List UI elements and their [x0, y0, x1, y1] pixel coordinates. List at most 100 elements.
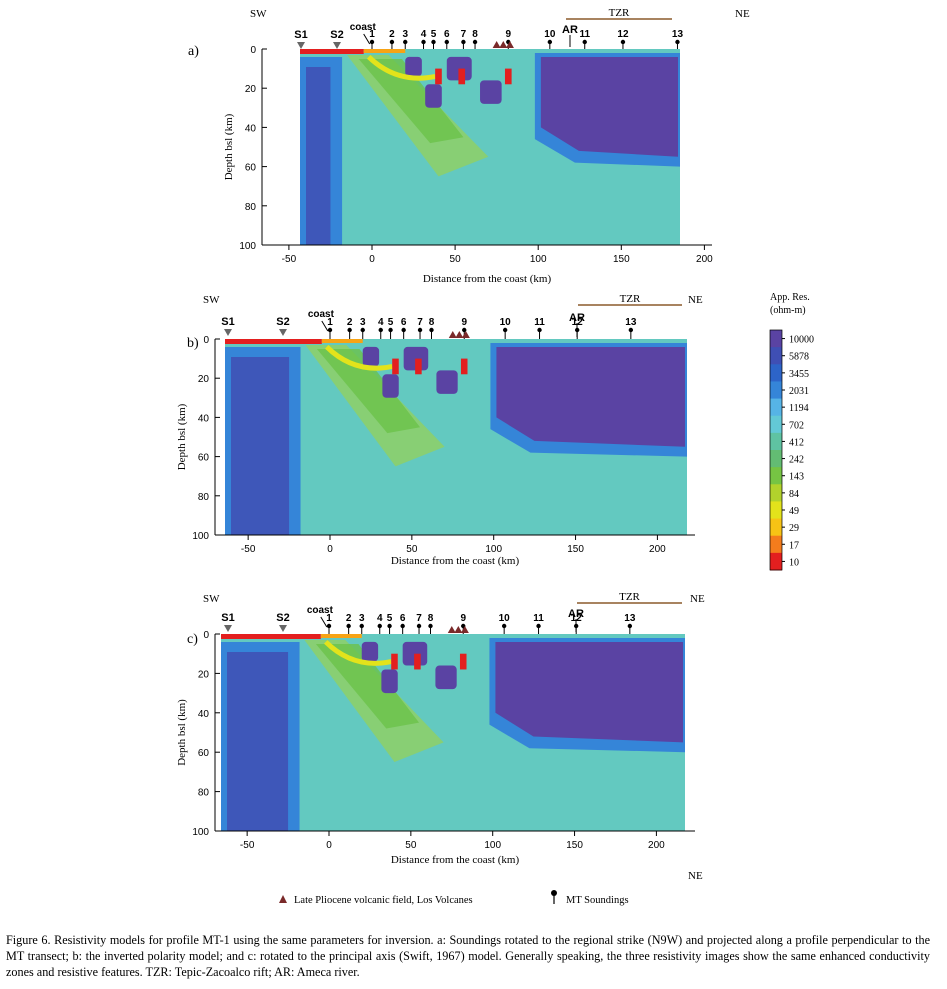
resistive-pocket-2	[425, 84, 442, 108]
s-label: S1	[294, 29, 307, 41]
ar-label: AR	[568, 608, 584, 620]
x-tick-label: 100	[484, 840, 501, 851]
station-label: 8	[428, 613, 434, 624]
colorbar-swatch	[770, 518, 782, 537]
x-tick-label: 100	[485, 544, 502, 555]
station-label: 1	[369, 29, 375, 40]
ar-label: AR	[562, 24, 578, 36]
colorbar-label: 29	[789, 523, 799, 534]
volcano-icon	[492, 41, 501, 48]
station-label: 12	[571, 613, 583, 624]
y-axis-label: Depth bsl (km)	[223, 113, 235, 180]
station-label: 8	[472, 29, 478, 40]
colorbar-label: 5878	[789, 352, 809, 363]
ne-label: NE	[735, 8, 750, 20]
y-tick-label: 20	[198, 374, 210, 385]
yellow-band	[366, 55, 436, 81]
colorbar-swatch	[770, 484, 782, 502]
station-label: 2	[346, 613, 352, 624]
conductive-spot-1	[392, 358, 399, 375]
sw-label: SW	[250, 8, 267, 20]
station-label: 3	[359, 613, 365, 624]
colorbar-label: 10	[789, 557, 799, 568]
colorbar-label: 412	[789, 437, 804, 448]
station-label: 2	[347, 317, 353, 328]
x-tick-label: 0	[369, 254, 375, 265]
colorbar-frame	[769, 329, 783, 571]
y-tick-label: 100	[192, 531, 209, 542]
s-label: S2	[330, 29, 343, 41]
ne-label: NE	[688, 294, 703, 306]
conductive-spot-3	[504, 68, 512, 85]
y-axis-label: Depth bsl (km)	[176, 699, 188, 766]
surface-layer	[321, 339, 363, 343]
x-tick-label: 150	[567, 544, 584, 555]
colorbar-label: 702	[789, 420, 804, 431]
s-marker	[224, 625, 232, 632]
left-column-core	[231, 357, 290, 535]
panel-3: 0 20 40 60 80 100 -50 0 50 100 150 200 Distance from…	[176, 591, 705, 866]
y-tick-label: 40	[245, 123, 257, 134]
s-label: S2	[276, 612, 289, 624]
y-tick-label: 60	[198, 453, 210, 464]
y-tick-label: 0	[250, 45, 256, 56]
station-label: 13	[672, 29, 684, 40]
tzr-label: TZR	[609, 7, 630, 19]
colorbar-unit: (ohm-m)	[770, 305, 806, 316]
x-tick-label: -50	[241, 544, 256, 555]
colorbar-title: App. Res.	[770, 292, 810, 303]
colorbar-swatch	[770, 552, 782, 571]
y-tick-label: 20	[198, 669, 210, 680]
colorbar-swatch	[770, 347, 782, 365]
surface-layer	[363, 49, 406, 53]
colorbar-label: 3455	[789, 369, 809, 380]
resistive-pocket-2	[382, 374, 399, 398]
x-tick-label: 200	[648, 840, 665, 851]
conductive-spot-2	[458, 68, 466, 85]
yellow-band	[323, 640, 392, 666]
conductive-spot-3	[460, 358, 468, 375]
x-tick-label: 150	[566, 840, 583, 851]
volcano-icon	[499, 41, 508, 48]
panel-1: 0 20 40 60 80 100 -50 0 50 100 150 200 Distance from…	[188, 7, 750, 285]
y-tick-label: 20	[245, 84, 257, 95]
conductive-spot-1	[435, 68, 442, 85]
station-label: 7	[461, 29, 467, 40]
colorbar-swatch	[770, 535, 782, 554]
y-tick-label: 100	[239, 241, 256, 252]
coast-label: coast	[350, 22, 377, 33]
station-label: 4	[421, 29, 427, 40]
colorbar-label: 143	[789, 472, 804, 483]
resistive-pocket-4	[480, 80, 502, 104]
x-tick-label: 200	[649, 544, 666, 555]
station-label: 13	[625, 317, 637, 328]
tzr-label: TZR	[620, 293, 641, 305]
resistive-pocket-3	[403, 346, 429, 371]
colorbar-label: 2031	[789, 386, 809, 397]
colorbar-label: 49	[789, 506, 799, 517]
s-marker	[279, 329, 287, 336]
colorbar-swatch	[770, 501, 782, 520]
panel-letter: b)	[187, 336, 199, 351]
conductive-spot-2	[415, 358, 422, 375]
station-label: 1	[327, 317, 333, 328]
colorbar: App. Res. (ohm-m) 10000 5878 3455 2031 1194 702…	[769, 292, 814, 571]
volcano-icon	[455, 331, 464, 338]
station-label: 5	[431, 29, 437, 40]
station-label: 7	[417, 317, 423, 328]
colorbar-swatch	[770, 364, 782, 382]
x-tick-label: 0	[326, 840, 332, 851]
volcano-icon	[461, 331, 470, 338]
left-column-core	[306, 67, 331, 245]
coast-arrow	[363, 33, 371, 45]
ne-label: NE	[690, 593, 705, 605]
colorbar-swatch	[770, 450, 782, 468]
resistive-pocket-1	[405, 56, 422, 77]
sw-label: SW	[203, 294, 220, 306]
x-tick-label: -50	[240, 840, 255, 851]
x-tick-label: 0	[327, 544, 333, 555]
tzr-label: TZR	[619, 591, 640, 603]
station-label: 3	[402, 29, 408, 40]
surface-layer	[320, 634, 362, 638]
